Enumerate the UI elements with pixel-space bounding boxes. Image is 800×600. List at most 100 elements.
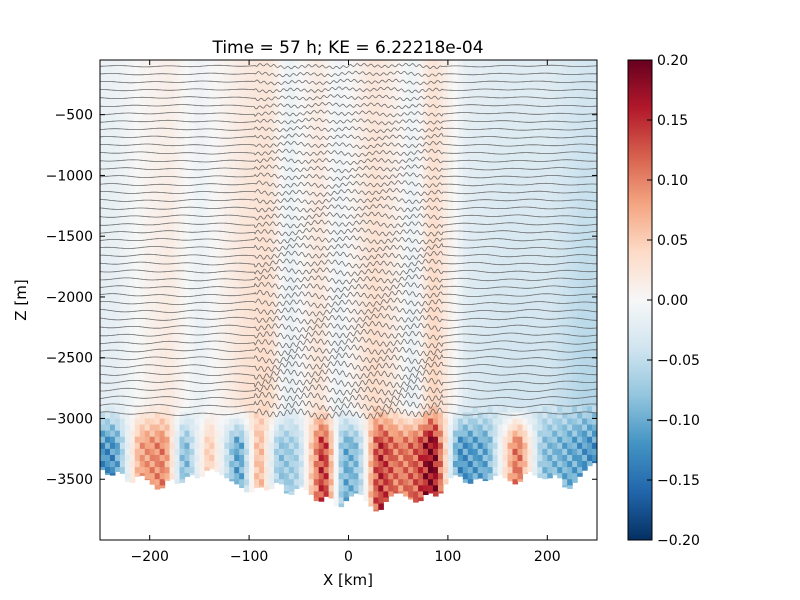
field-cell — [413, 394, 419, 401]
field-cell — [239, 418, 245, 426]
field-cell — [259, 66, 265, 73]
field-cell — [313, 351, 320, 359]
field-cell — [214, 333, 220, 341]
field-cell — [373, 412, 379, 420]
field-cell — [408, 315, 414, 322]
field-cell — [244, 169, 250, 177]
field-cell — [214, 224, 220, 231]
field-cell — [104, 400, 111, 407]
field-cell — [149, 321, 156, 328]
field-cell — [348, 290, 355, 298]
field-cell — [447, 157, 454, 164]
field-cell — [308, 84, 315, 91]
field-cell — [114, 138, 121, 146]
field-cell — [423, 369, 429, 377]
field-cell — [298, 60, 305, 67]
field-cell — [268, 461, 275, 468]
field-cell — [288, 266, 295, 274]
field-cell — [383, 254, 389, 262]
field-cell — [378, 78, 384, 85]
field-cell — [303, 479, 310, 486]
field-cell — [432, 260, 439, 268]
field-cell — [204, 284, 210, 292]
field-cell — [333, 272, 340, 280]
field-cell — [328, 461, 335, 468]
field-cell — [358, 473, 365, 480]
field-cell — [184, 454, 191, 462]
field-cell — [259, 175, 265, 183]
field-cell — [214, 351, 220, 359]
field-cell — [114, 108, 121, 116]
field-cell — [348, 254, 355, 262]
field-cell — [174, 321, 181, 328]
field-cell — [169, 284, 176, 292]
field-cell — [308, 442, 315, 450]
field-cell — [418, 442, 424, 450]
field-cell — [393, 491, 399, 494]
field-cell — [219, 351, 225, 359]
field-cell — [159, 424, 166, 432]
field-cell — [169, 333, 176, 341]
field-cell — [254, 248, 260, 256]
field-cell — [184, 345, 191, 353]
field-cell — [164, 96, 171, 104]
field-cell — [264, 400, 270, 407]
field-cell — [224, 315, 230, 322]
field-cell — [363, 175, 369, 183]
field-cell — [139, 333, 146, 341]
field-cell — [259, 242, 265, 249]
field-cell — [244, 467, 250, 474]
field-cell — [323, 114, 330, 122]
field-cell — [278, 175, 285, 183]
field-cell — [149, 157, 156, 164]
field-cell — [239, 321, 245, 328]
field-cell — [383, 157, 389, 164]
field-cell — [343, 430, 350, 438]
field-cell — [313, 382, 320, 389]
field-cell — [437, 369, 444, 377]
field-cell — [413, 60, 419, 67]
field-cell — [283, 412, 290, 420]
field-cell — [169, 454, 176, 462]
field-cell — [383, 497, 389, 503]
field-cell — [184, 272, 191, 280]
field-cell — [358, 303, 365, 310]
field-cell — [418, 296, 424, 304]
field-cell — [437, 290, 444, 298]
field-cell — [114, 375, 121, 383]
field-cell — [139, 224, 146, 231]
field-cell — [199, 448, 205, 456]
field-cell — [343, 272, 350, 280]
field-cell — [199, 157, 205, 164]
field-cell — [338, 382, 345, 389]
field-cell — [388, 254, 394, 262]
field-cell — [363, 187, 369, 195]
field-cell — [259, 461, 265, 468]
field-cell — [313, 242, 320, 249]
field-cell — [318, 254, 325, 262]
field-cell — [268, 345, 275, 353]
field-cell — [432, 205, 439, 213]
field-cell — [333, 491, 340, 499]
field-cell — [447, 187, 454, 195]
field-cell — [328, 388, 335, 395]
field-cell — [273, 303, 280, 310]
field-cell — [239, 60, 245, 67]
field-cell — [388, 78, 394, 85]
field-cell — [328, 169, 335, 177]
field-cell — [353, 485, 360, 492]
field-cell — [244, 375, 250, 383]
field-cell — [328, 72, 335, 79]
field-cell — [393, 230, 399, 237]
field-cell — [408, 436, 414, 444]
field-cell — [368, 473, 374, 480]
field-cell — [328, 479, 335, 486]
field-cell — [224, 114, 230, 122]
field-cell — [264, 236, 270, 243]
field-cell — [169, 412, 176, 420]
field-cell — [328, 199, 335, 207]
field-cell — [363, 278, 369, 286]
field-cell — [278, 467, 285, 474]
field-cell — [343, 491, 350, 499]
field-cell — [129, 169, 136, 177]
